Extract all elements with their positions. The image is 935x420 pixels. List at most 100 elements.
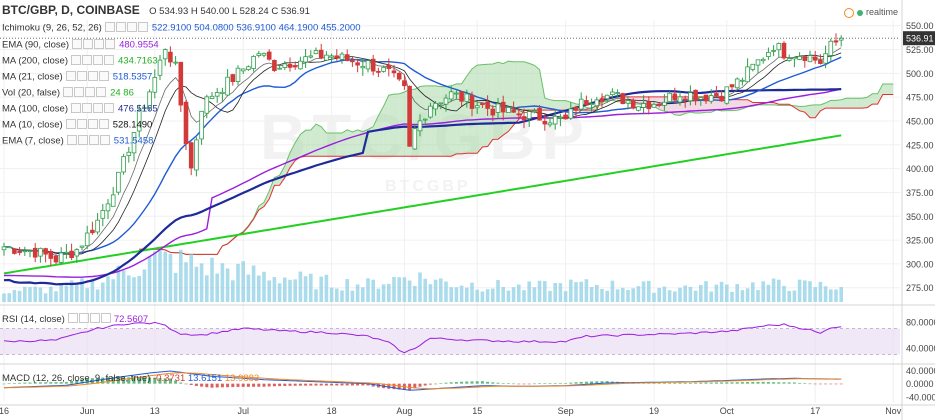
realtime-dot-icon xyxy=(857,9,863,16)
legend-row-ema7[interactable]: EMA (7, close) 531.5458 xyxy=(2,134,153,148)
volume-bar xyxy=(787,290,791,302)
macd-histogram-bar xyxy=(579,381,583,384)
volume-bar xyxy=(548,290,552,302)
macd-histogram-bar xyxy=(127,377,131,384)
realtime-indicator[interactable]: realtime xyxy=(857,7,898,17)
candle-body xyxy=(552,115,558,125)
rsi-legend[interactable]: RSI (14, close) 72.5607 xyxy=(2,313,148,326)
x-tick-label: Aug xyxy=(396,406,412,416)
price-tick-label: 400.00 xyxy=(906,164,934,174)
macd-histogram-bar xyxy=(460,381,464,384)
legend-controls-icon[interactable] xyxy=(66,134,111,148)
volume-bar xyxy=(522,290,526,302)
price-tick-label: 550.00 xyxy=(906,21,934,31)
ichimoku-cloud-segment xyxy=(513,61,519,126)
volume-bar xyxy=(714,284,719,302)
legend-controls-icon[interactable] xyxy=(65,118,110,132)
x-tick-label: Oct xyxy=(720,406,735,416)
macd-histogram-bar xyxy=(730,382,734,384)
legend-controls-icon[interactable] xyxy=(71,102,115,116)
x-tick-label: Sep xyxy=(558,406,574,416)
candle-body xyxy=(688,92,693,102)
ichimoku-cloud-segment xyxy=(508,61,514,132)
macd-histogram-bar xyxy=(262,383,266,387)
volume-bar xyxy=(387,283,391,302)
legend-controls-icon[interactable] xyxy=(63,86,107,100)
macd-histogram-bar xyxy=(345,383,349,386)
candle-body xyxy=(292,65,298,68)
candle-body xyxy=(662,101,667,106)
legend-controls-icon[interactable] xyxy=(67,313,111,326)
volume-bar xyxy=(402,277,407,302)
ichimoku-cloud-segment xyxy=(269,177,275,199)
price-tick-label: 500.00 xyxy=(906,69,934,79)
candle-body xyxy=(256,53,262,56)
legend-controls-icon[interactable] xyxy=(71,54,115,68)
candle-body xyxy=(745,66,750,83)
legend-row-ma10[interactable]: MA (10, close) 528.1490 xyxy=(2,118,152,132)
candle-body xyxy=(802,56,808,61)
volume-bar xyxy=(101,282,105,302)
volume-bar xyxy=(719,281,724,302)
legend-row-ichimoku[interactable]: Ichimoku (9, 26, 52, 26) 522.9100 504.080… xyxy=(2,21,361,35)
last-price-badge xyxy=(903,31,935,46)
price-tick-label: 275.00 xyxy=(906,283,934,293)
legend-controls-icon[interactable] xyxy=(72,38,116,52)
candle-body xyxy=(641,103,646,108)
candle-body xyxy=(594,99,600,107)
volume-bar xyxy=(173,272,178,302)
legend-row-ema90[interactable]: EMA (90, close) 480.9554 xyxy=(2,38,159,52)
volume-bar xyxy=(501,286,505,302)
volume-bar xyxy=(413,285,417,302)
volume-bar xyxy=(465,287,469,302)
ichimoku-cloud-segment xyxy=(472,65,478,154)
legend-name: Ichimoku (9, 26, 52, 26) xyxy=(2,22,102,34)
ichimoku-cloud-segment xyxy=(373,115,379,157)
volume-bar xyxy=(688,286,693,302)
macd-histogram-bar xyxy=(834,383,838,385)
legend-row-ma200[interactable]: MA (200, close) 434.7163 xyxy=(2,54,158,68)
legend-controls-icon[interactable] xyxy=(65,70,110,84)
candle-body xyxy=(760,58,766,62)
candle-body xyxy=(776,43,782,51)
volume-bar xyxy=(491,288,495,302)
legend-row-vol[interactable]: Vol (20, false) 24 86 xyxy=(2,86,134,100)
volume-bar xyxy=(116,265,121,302)
candle-body xyxy=(625,100,631,104)
candle-body xyxy=(6,246,12,249)
macd-histogram-bar xyxy=(33,382,37,384)
candle-body xyxy=(563,114,568,120)
x-tick-label: 18 xyxy=(327,406,337,416)
volume-bar xyxy=(834,289,838,302)
candle-body xyxy=(204,96,210,114)
clock-icon[interactable] xyxy=(844,8,854,18)
candle-body xyxy=(90,229,95,234)
volume-bar xyxy=(563,291,568,302)
volume-bar xyxy=(33,286,37,302)
candle-body xyxy=(360,65,366,69)
candle-body xyxy=(568,108,574,119)
macd-legend[interactable]: MACD (12, 26, close, 9, false, true) -0.… xyxy=(2,373,259,384)
macd-histogram-bar xyxy=(808,383,812,385)
volume-bar xyxy=(569,279,573,302)
macd-histogram-bar xyxy=(132,377,136,384)
macd-histogram-bar xyxy=(595,381,599,384)
macd-histogram-bar xyxy=(293,383,297,386)
macd-histogram-bar xyxy=(506,383,510,384)
price-tick-label: 475.00 xyxy=(906,93,934,103)
volume-bar xyxy=(85,288,89,302)
legend-row-ma21[interactable]: MA (21, close) 518.5357 xyxy=(2,70,152,84)
macd-histogram-bar xyxy=(558,383,562,384)
volume-bar xyxy=(657,287,661,302)
legend-row-ma100[interactable]: MA (100, close) 476.5165 xyxy=(2,102,158,116)
candle-body xyxy=(79,245,85,248)
volume-bar xyxy=(506,290,511,302)
legend-controls-icon[interactable] xyxy=(104,21,149,35)
ichimoku-cloud-segment xyxy=(560,100,566,111)
volume-bar xyxy=(7,293,11,302)
volume-bar xyxy=(283,277,287,302)
macd-histogram-bar xyxy=(683,382,687,384)
ichimoku-cloud-segment xyxy=(383,95,389,157)
candle-body xyxy=(110,194,116,207)
